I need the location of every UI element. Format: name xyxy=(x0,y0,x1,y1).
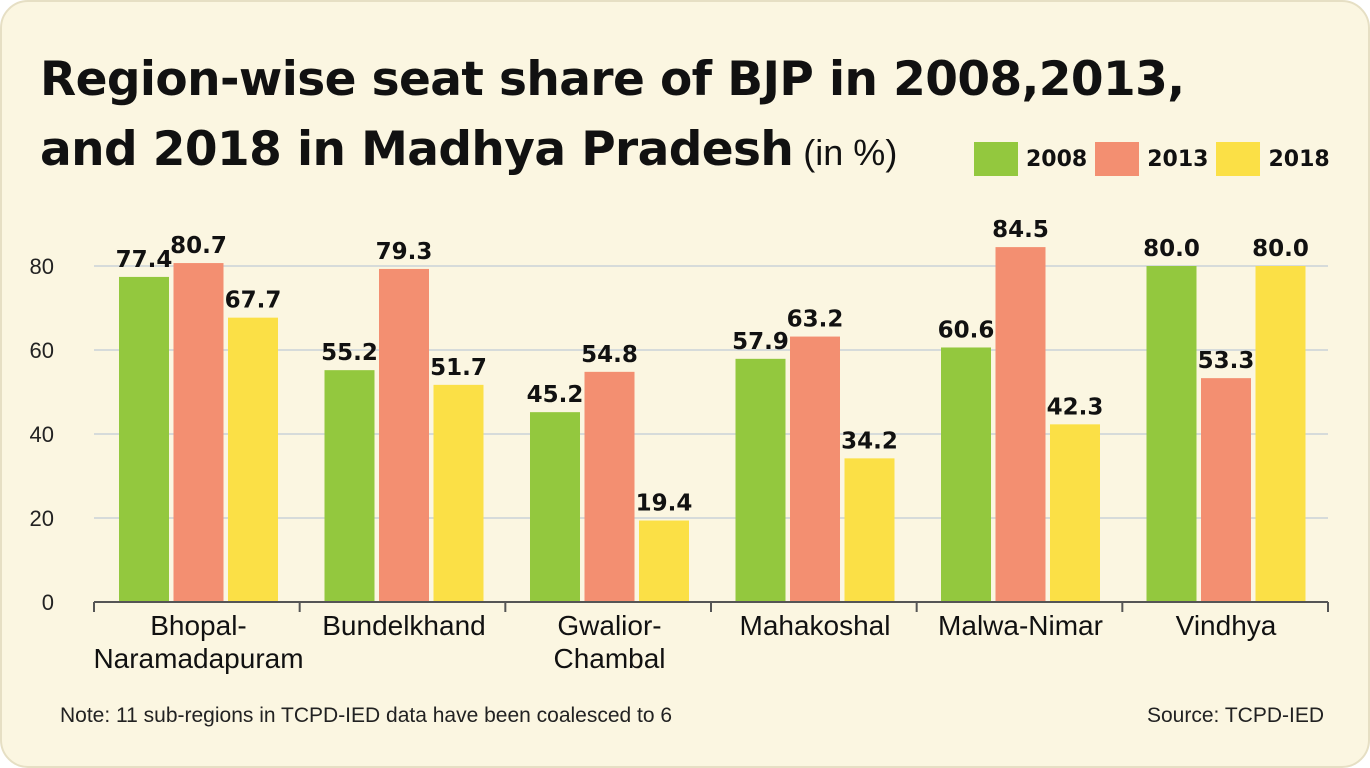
category-label-4-0: Malwa-Nimar xyxy=(938,610,1103,641)
bar-2018-0 xyxy=(228,317,278,602)
legend: 2008 2013 2018 xyxy=(974,142,1338,176)
bar-2008-3 xyxy=(735,358,786,602)
legend-label-2008: 2008 xyxy=(1026,146,1088,172)
unit-label: (in %) xyxy=(803,132,898,173)
bar-2013-4 xyxy=(995,247,1046,602)
bar-2008-4 xyxy=(941,347,991,602)
data-label-2018-0: 67.7 xyxy=(225,288,282,314)
y-tick-label-0: 0 xyxy=(42,590,54,615)
bar-2013-0 xyxy=(173,263,224,602)
legend-swatch-2018 xyxy=(1216,142,1261,176)
data-label-2013-5: 53.3 xyxy=(1198,348,1255,374)
y-tick-label-40: 40 xyxy=(30,422,54,447)
legend-item-2008: 2008 xyxy=(974,142,1087,176)
data-label-2008-2: 45.2 xyxy=(527,382,584,408)
chart-title-line-2: and 2018 in Madhya Pradesh (in %) xyxy=(40,122,897,177)
category-label-1-0: Bundelkhand xyxy=(322,610,485,641)
bar-chart: 0 20 40 60 80 77.4 55.2 45.2 57.9 60.6 80.0 80.7 79.… xyxy=(30,217,1329,674)
bar-2018-5 xyxy=(1255,266,1306,602)
chart-title-line-1: Region-wise seat share of BJP in 2008,20… xyxy=(40,52,1185,107)
bar-2013-2 xyxy=(584,371,635,602)
bar-2013-5 xyxy=(1201,378,1251,602)
bar-2013-3 xyxy=(790,336,840,602)
data-label-2018-2: 19.4 xyxy=(636,491,693,517)
footnote: Note: 11 sub-regions in TCPD-IED data ha… xyxy=(60,704,673,727)
legend-item-2013: 2013 xyxy=(1095,142,1208,176)
source-label: Source: TCPD-IED xyxy=(1147,704,1324,727)
data-label-2013-4: 84.5 xyxy=(992,217,1049,243)
data-label-2018-1: 51.7 xyxy=(430,355,487,381)
category-label-2-1: Chambal xyxy=(553,643,665,674)
y-tick-label-80: 80 xyxy=(30,254,54,279)
data-label-2018-4: 42.3 xyxy=(1047,394,1104,420)
data-label-2008-4: 60.6 xyxy=(938,317,995,343)
category-label-0-0: Bhopal- xyxy=(150,610,247,641)
legend-swatch-2013 xyxy=(1095,142,1140,176)
data-label-2013-1: 79.3 xyxy=(376,239,433,265)
data-label-2008-3: 57.9 xyxy=(732,329,789,355)
bar-2008-2 xyxy=(530,412,580,602)
legend-label-2018: 2018 xyxy=(1268,146,1330,172)
data-label-2013-3: 63.2 xyxy=(787,307,844,333)
legend-swatch-2008 xyxy=(974,142,1018,176)
y-tick-label-20: 20 xyxy=(30,506,54,531)
y-tick-label-60: 60 xyxy=(30,338,54,363)
bar-2008-5 xyxy=(1146,266,1197,602)
bar-2018-3 xyxy=(844,458,895,602)
bar-2018-1 xyxy=(433,384,484,602)
data-label-2008-5: 80.0 xyxy=(1143,236,1200,262)
data-label-2008-0: 77.4 xyxy=(116,247,173,273)
category-label-5-0: Vindhya xyxy=(1176,610,1277,641)
category-label-3-0: Mahakoshal xyxy=(740,610,891,641)
bar-2013-1 xyxy=(379,268,429,602)
data-label-2018-5: 80.0 xyxy=(1252,236,1309,262)
data-label-2018-3: 34.2 xyxy=(841,428,898,454)
category-label-0-1: Naramadapuram xyxy=(93,643,303,674)
bar-2018-4 xyxy=(1050,424,1100,602)
data-label-2008-1: 55.2 xyxy=(321,340,378,366)
data-label-2013-2: 54.8 xyxy=(581,342,638,368)
data-label-2013-0: 80.7 xyxy=(170,233,227,259)
legend-label-2013: 2013 xyxy=(1147,146,1209,172)
bar-2008-1 xyxy=(324,370,375,602)
bar-2008-0 xyxy=(119,276,169,602)
category-label-2-0: Gwalior- xyxy=(557,610,661,641)
legend-item-2018: 2018 xyxy=(1216,142,1330,176)
bar-2018-2 xyxy=(639,520,689,602)
chart-title-line-2-text: and 2018 in Madhya Pradesh xyxy=(40,122,794,177)
